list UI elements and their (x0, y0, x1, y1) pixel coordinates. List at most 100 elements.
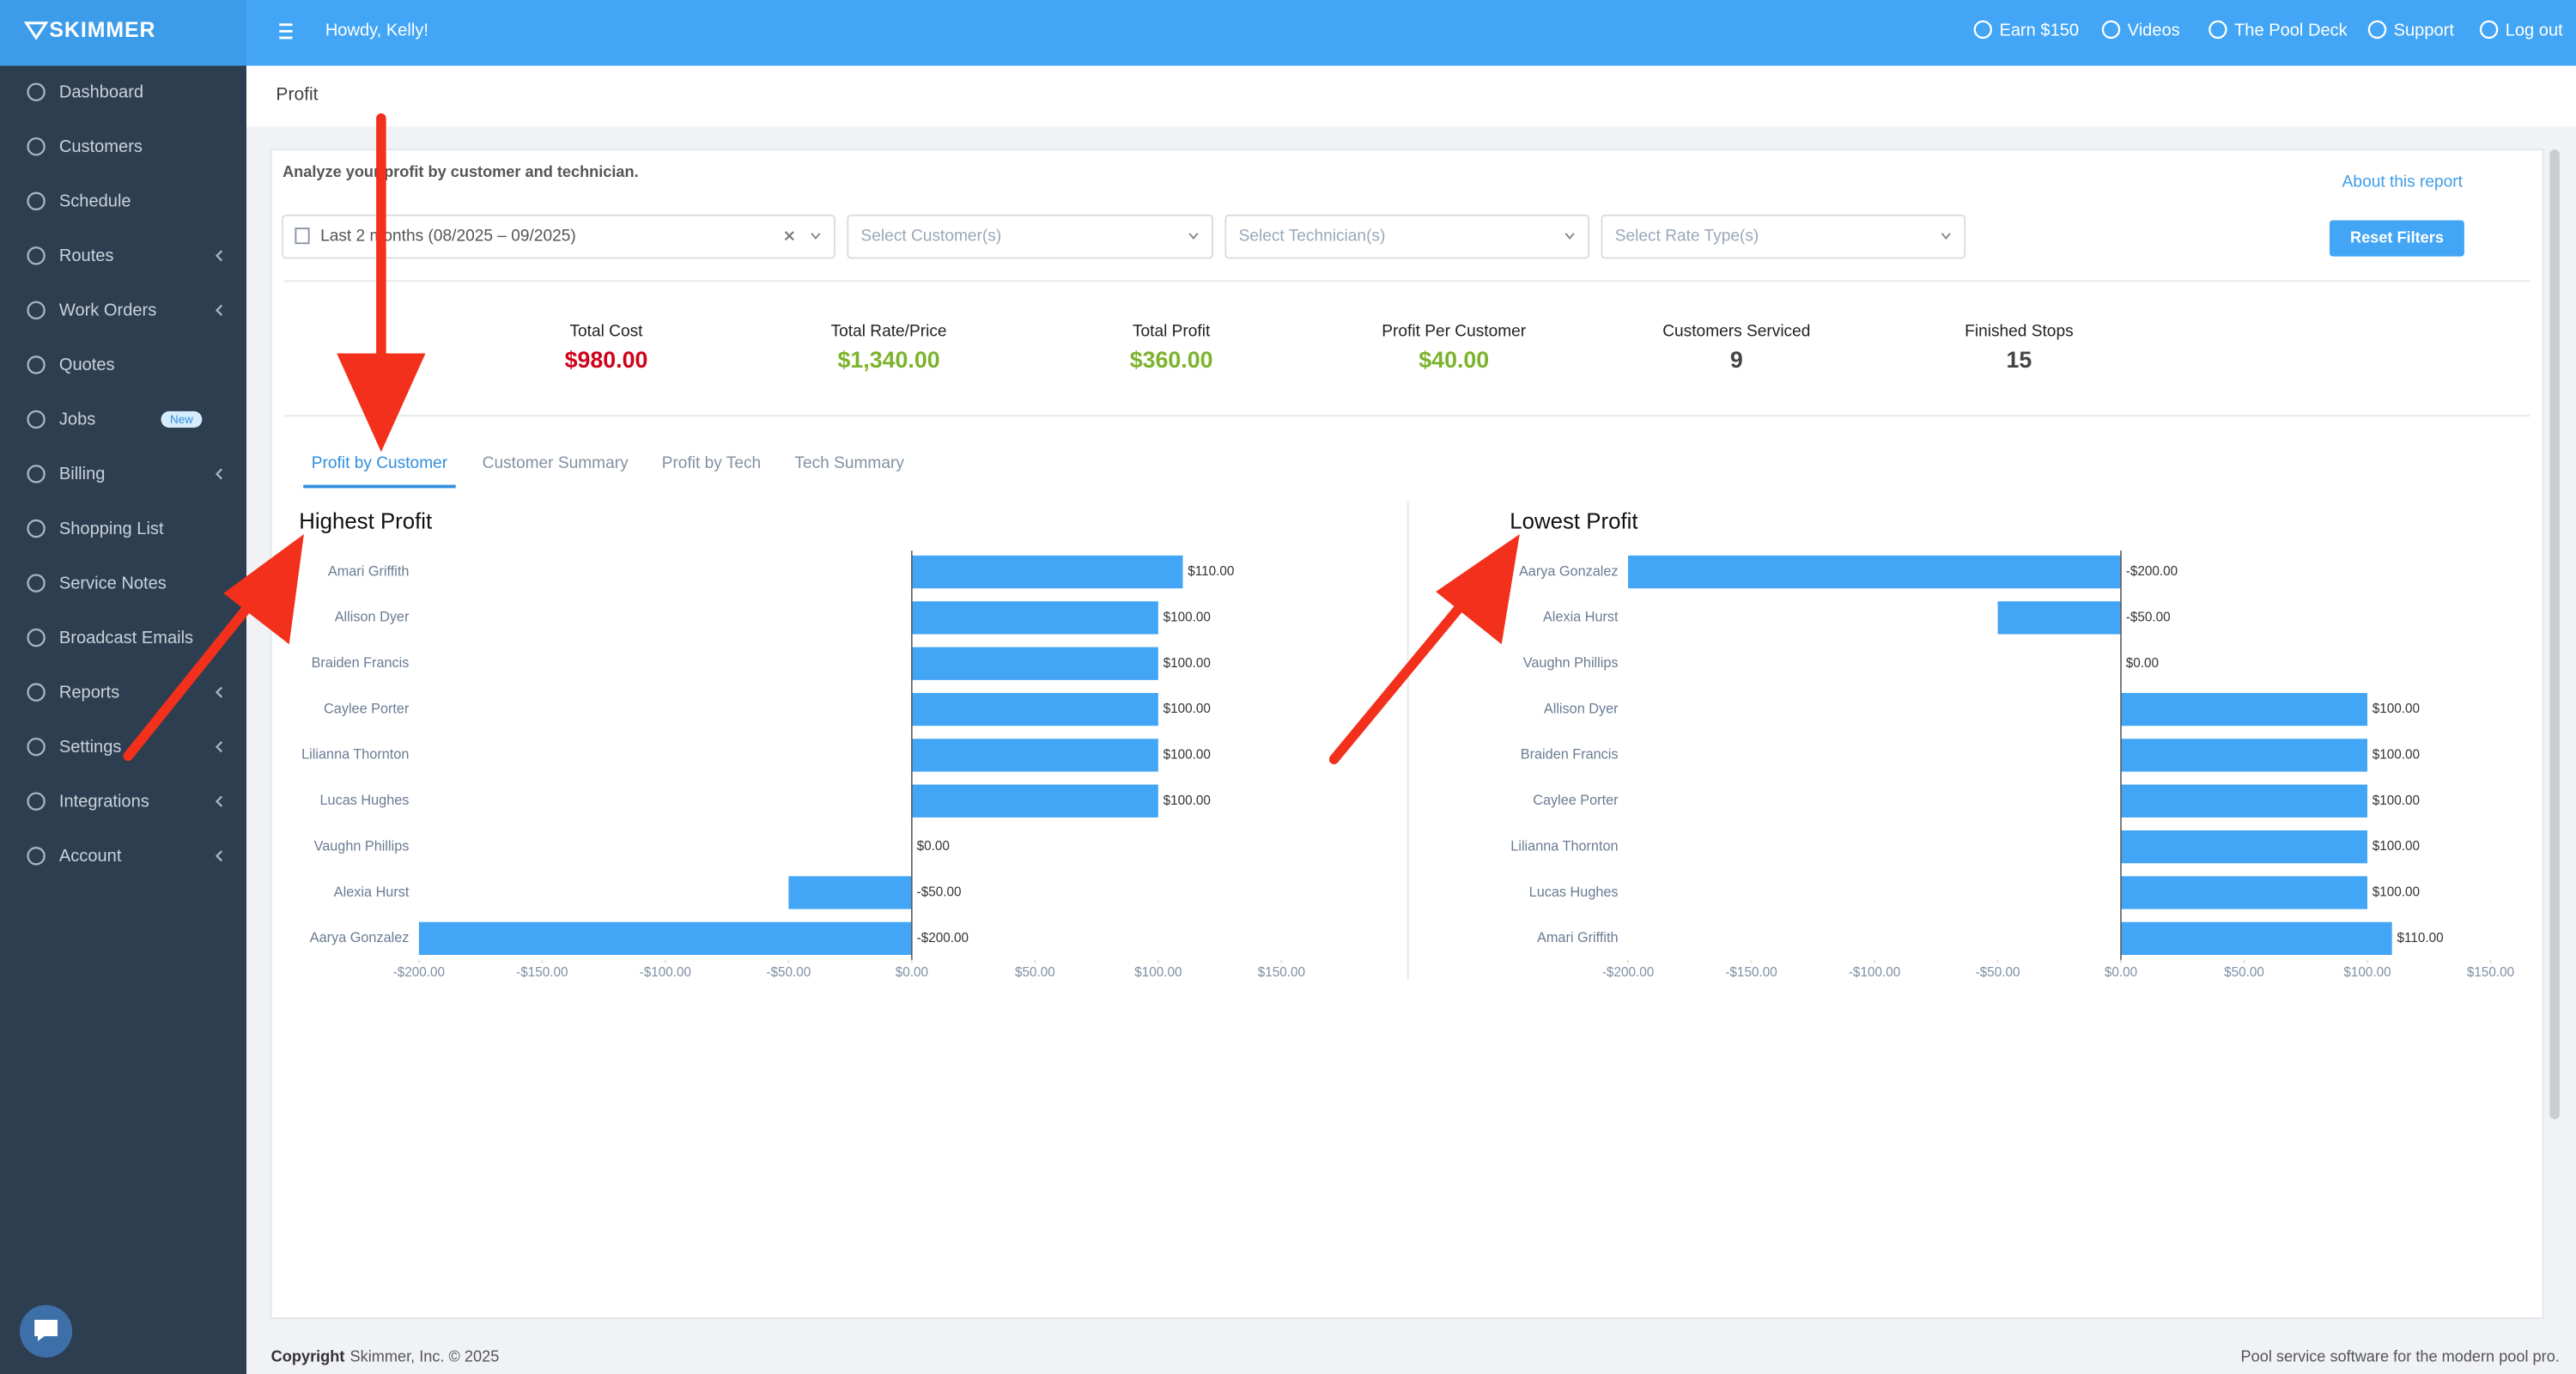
tab[interactable]: Profit by Tech (662, 454, 761, 472)
reset-button[interactable] (2330, 220, 2464, 257)
value-label: -$50.00 (917, 885, 962, 900)
filter-select[interactable] (282, 214, 835, 259)
sidebar-item[interactable]: Work Orders (59, 301, 156, 320)
x-tick-label: $50.00 (2224, 965, 2264, 980)
filter-placeholder[interactable]: Select Customer(s) (861, 228, 1002, 246)
about-link[interactable]: About this report (2342, 173, 2464, 191)
category-label: Lilianna Thornton (1510, 838, 1618, 854)
footer-copyright-label: Copyright (271, 1348, 345, 1365)
scrollbar[interactable] (2549, 149, 2560, 1120)
reset-button-label[interactable]: Reset Filters (2350, 228, 2444, 246)
value-label: $100.00 (1163, 656, 1211, 671)
content: Earn $150 Videos The Pool Deck Support Log o… (27, 20, 2563, 980)
value-label: $100.00 (1163, 793, 1211, 808)
category-label: Amari Griffith (328, 563, 410, 579)
nav-link[interactable]: The Pool Deck (2234, 21, 2348, 40)
sidebar-item[interactable]: Routes (59, 246, 114, 265)
category-label: Aarya Gonzalez (1519, 563, 1619, 579)
nav-link[interactable]: Log out (2506, 21, 2563, 40)
sidebar-item[interactable]: Jobs (59, 410, 95, 429)
menu-toggle[interactable] (279, 23, 293, 40)
annotation-arrows (123, 113, 1520, 764)
tab[interactable]: Customer Summary (483, 454, 629, 472)
nav-icon (27, 628, 46, 647)
stat-label: Finished Stops (1965, 323, 2073, 341)
stat-value: $40.00 (1419, 347, 1489, 373)
sidebar-item[interactable]: Integrations (59, 792, 149, 811)
tab[interactable]: Tech Summary (794, 454, 904, 472)
sidebar-item[interactable]: Reports (59, 683, 119, 702)
value-label: $100.00 (2372, 702, 2420, 716)
stat-value: 9 (1730, 347, 1743, 373)
badge-label: New (170, 413, 193, 426)
nav-icon (27, 301, 46, 320)
bar (2121, 921, 2392, 955)
nav-link[interactable]: Videos (2128, 21, 2180, 40)
nav-link[interactable]: Support (2394, 21, 2455, 40)
filter-placeholder[interactable]: Select Rate Type(s) (1615, 228, 1759, 246)
category-label: Braiden Francis (312, 655, 410, 671)
bar (911, 692, 1158, 727)
sidebar-item[interactable]: Shopping List (59, 520, 164, 538)
dropdown-caret (811, 233, 821, 240)
x-tick-label: $150.00 (2467, 965, 2514, 980)
calendar-icon (295, 228, 310, 245)
dropdown-caret (1941, 233, 1951, 240)
sidebar-item[interactable]: Schedule (59, 192, 131, 211)
stat-label: Total Rate/Price (831, 323, 947, 341)
category-label: Braiden Francis (1521, 747, 1619, 763)
filter-select[interactable] (1224, 214, 1590, 259)
value-label: $100.00 (2372, 885, 2420, 900)
stat-value: $360.00 (1130, 347, 1213, 373)
stat-label: Customers Serviced (1662, 323, 1810, 341)
dropdown-caret (1188, 233, 1199, 240)
value-label: $100.00 (2372, 793, 2420, 808)
nav-icon (27, 137, 46, 156)
sidebar-item[interactable]: Customers (59, 137, 143, 156)
bar (2121, 739, 2368, 772)
sidebar-item[interactable]: Account (59, 847, 122, 866)
sidebar-item[interactable]: Service Notes (59, 574, 167, 593)
sidebar-item[interactable]: Quotes (59, 356, 115, 374)
submenu-chevron (215, 850, 223, 862)
tab[interactable]: Profit by Customer (312, 454, 448, 472)
bar (418, 921, 912, 955)
submenu-chevron (215, 741, 223, 753)
stat-value: 15 (2007, 347, 2032, 373)
sidebar-item[interactable]: Dashboard (59, 82, 143, 101)
category-label: Amari Griffith (1537, 930, 1619, 945)
clear-icon[interactable] (784, 231, 794, 241)
sidebar-item[interactable]: Broadcast Emails (59, 629, 193, 647)
logo-icon (23, 21, 49, 40)
bar (2121, 692, 2368, 727)
bar (2121, 784, 2368, 818)
bar (788, 876, 912, 909)
logo[interactable]: SKIMMER (49, 18, 155, 42)
value-label: $100.00 (1163, 747, 1211, 762)
bar (911, 784, 1158, 818)
category-label: Allison Dyer (335, 610, 410, 625)
sidebar-item[interactable]: Settings (59, 738, 122, 757)
category-label: Caylee Porter (1533, 793, 1619, 808)
value-label: $0.00 (2126, 656, 2159, 671)
filter-placeholder[interactable]: Select Technician(s) (1239, 228, 1386, 246)
arrow-head (1436, 534, 1520, 645)
bar (2121, 876, 2368, 909)
chart-title: Highest Profit (299, 509, 432, 533)
filter-select[interactable] (847, 214, 1213, 259)
x-tick-label: -$100.00 (640, 965, 691, 980)
nav-link[interactable]: Earn $150 (1999, 21, 2079, 40)
value-label: $100.00 (1163, 610, 1211, 624)
sidebar (0, 0, 246, 1374)
arrow-head (337, 353, 426, 453)
category-label: Lucas Hughes (1529, 885, 1619, 900)
logo-area (0, 0, 246, 66)
sidebar-item[interactable]: Billing (59, 465, 106, 483)
filter-value[interactable]: Last 2 months (08/2025 – 09/2025) (320, 228, 576, 246)
submenu-chevron (215, 250, 223, 262)
bar (911, 647, 1158, 680)
x-tick-label: -$200.00 (1602, 965, 1654, 980)
filter-select[interactable] (1601, 214, 1966, 259)
bar (1628, 555, 2122, 589)
greeting: Howdy, Kelly! (325, 21, 428, 40)
